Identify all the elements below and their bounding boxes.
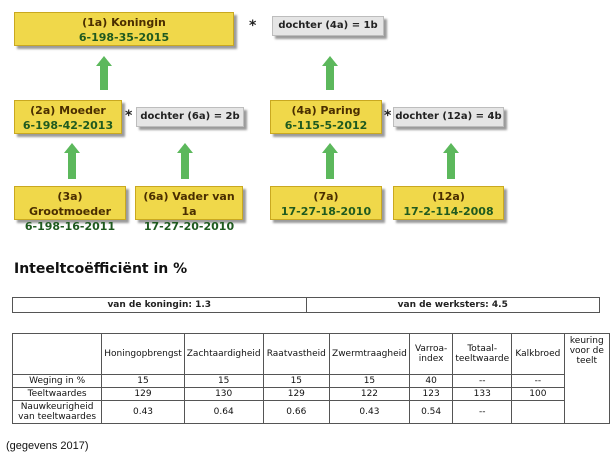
table-header: Zwermtraagheid [329,333,410,375]
father-name: (6a) Vader van 1a [143,190,235,218]
table-header: Totaal-teeltwaarde [452,333,513,375]
ancestor-12a-code: 17-2-114-2008 [403,205,494,218]
daughter-12a-box: dochter (12a) = 4b [393,107,504,127]
table-cell: 15 [329,374,410,388]
table-cell: 0.43 [101,400,185,424]
father-box: (6a) Vader van 1a 17-27-20-2010 [135,186,243,233]
table-cell: 129 [101,387,185,401]
grandmother-box: (3a) Grootmoeder 6-198-16-2011 [14,186,126,233]
table-cell [511,400,565,424]
table-cell: 0.66 [262,400,331,424]
arrow-up-icon [443,143,459,179]
table-row: Teeltwaardes 129 130 129 122 123 133 100 [11,387,610,401]
mating-name: (4a) Paring [291,104,361,117]
separator-star: * [249,18,257,34]
grandmother-name: (3a) Grootmoeder [28,190,112,218]
table-cell: -- [452,374,513,388]
data-year-note: (gegevens 2017) [6,440,89,452]
table-cell: 15 [262,374,331,388]
table-header-empty [11,333,103,375]
table-cell: 130 [183,387,264,401]
separator-star: * [384,108,392,124]
table-header: keuring voor de teelt [563,333,610,424]
ancestor-12a-box: (12a) 17-2-114-2008 [393,186,504,220]
table-cell: 0.54 [408,400,454,424]
table-cell: 15 [183,374,264,388]
inbreeding-workers: van de werksters: 4.5 [305,297,600,313]
table-cell: 15 [101,374,185,388]
table-cell: 0.43 [329,400,410,424]
ancestor-7a-name: (7a) [313,190,339,203]
table-row: Nauwkeurigheid van teeltwaardes 0.43 0.6… [11,400,610,424]
breeding-values-table: Honingopbrengst Zachtaardigheid Raatvast… [11,333,610,424]
ancestor-7a-box: (7a) 17-27-18-2010 [270,186,382,220]
arrow-up-icon [322,143,338,179]
table-cell: -- [452,400,513,424]
mother-code: 6-198-42-2013 [22,119,114,132]
table-header: Kalkbroed [511,333,565,375]
separator-star: * [125,108,133,124]
queen-code: 6-198-35-2015 [78,31,170,44]
arrow-up-icon [96,56,112,90]
queen-name: (1a) Koningin [82,16,166,29]
arrow-up-icon [322,56,338,90]
mother-box: (2a) Moeder 6-198-42-2013 [14,100,122,134]
grandmother-code: 6-198-16-2011 [24,220,116,233]
mother-name: (2a) Moeder [30,104,106,117]
daughter-4a-box: dochter (4a) = 1b [272,16,384,36]
queen-box: (1a) Koningin 6-198-35-2015 [14,12,234,46]
ancestor-7a-code: 17-27-18-2010 [280,205,372,218]
table-cell: 123 [408,387,454,401]
daughter-6a-box: dochter (6a) = 2b [136,107,244,127]
inbreeding-title: Inteeltcoëfficiënt in % [14,261,188,277]
inbreeding-table: van de koningin: 1.3 van de werksters: 4… [12,297,600,313]
table-header: Raatvastheid [262,333,331,375]
table-cell: -- [511,374,565,388]
row-label: Nauwkeurigheid van teeltwaardes [11,400,103,424]
ancestor-12a-name: (12a) [432,190,465,203]
arrow-up-icon [177,143,193,179]
table-cell: 40 [408,374,454,388]
table-header-row: Honingopbrengst Zachtaardigheid Raatvast… [11,333,610,424]
mating-code: 6-115-5-2012 [284,119,368,132]
row-label: Weging in % [11,374,103,388]
table-cell: 100 [511,387,565,401]
table-header: Zachtaardigheid [183,333,264,375]
table-cell: 129 [262,387,331,401]
table-header: Varroa-index [408,333,454,375]
table-cell: 133 [452,387,513,401]
table-header: Honingopbrengst [101,333,185,375]
table-cell: 122 [329,387,410,401]
table-row: Weging in % 15 15 15 15 40 -- -- [11,374,610,388]
father-code: 17-27-20-2010 [143,220,235,233]
mating-box: (4a) Paring 6-115-5-2012 [270,100,382,134]
arrow-up-icon [64,143,80,179]
row-label: Teeltwaardes [11,387,103,401]
table-cell: 0.64 [183,400,264,424]
inbreeding-queen: van de koningin: 1.3 [12,297,307,313]
